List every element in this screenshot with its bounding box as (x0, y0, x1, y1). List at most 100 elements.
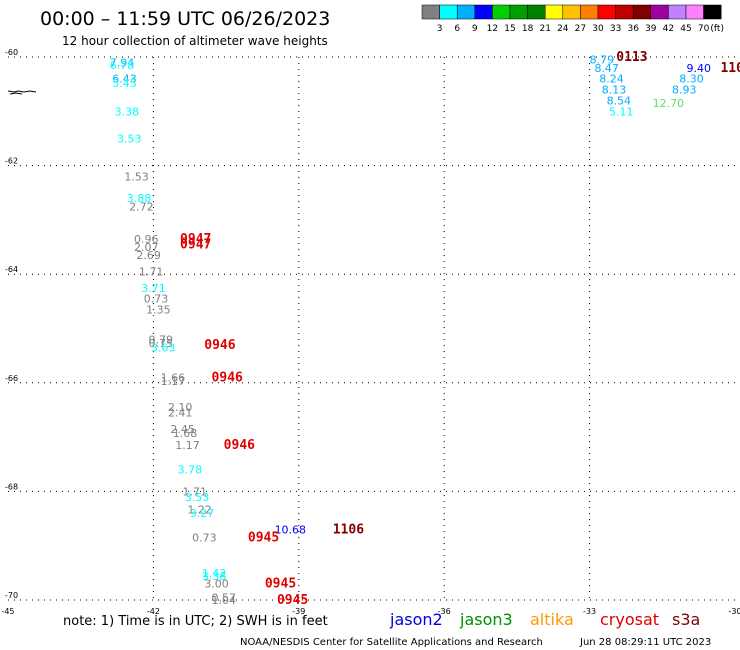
pass-time-label: 0947 (180, 232, 211, 247)
wave-height-label: 1.22 (187, 503, 212, 516)
color-scale-bar: 3 6 9 12 15 18 21 24 27 30 33 36 39 42 45 70 (ft) (421, 4, 724, 34)
chart-subtitle: 12 hour collection of altimeter wave hei… (62, 34, 328, 48)
wave-height-label: 0.57 (212, 591, 237, 604)
colorbar-swatch (650, 4, 669, 20)
wave-height-label: 8.30 (679, 73, 704, 86)
wave-height-label: 1.53 (124, 170, 149, 183)
wave-height-label: 0.73 (144, 293, 169, 306)
colorbar-swatch (544, 4, 564, 20)
pass-time-label: 0945 (248, 531, 279, 546)
wave-height-label: 0.79 (149, 333, 174, 346)
wave-height-label: 10.68 (275, 523, 307, 536)
colorbar-label: 18 (522, 24, 534, 34)
coastline-fragment (7, 90, 37, 95)
y-tick-label: -68 (5, 482, 18, 491)
wave-height-label: 1.71 (139, 265, 164, 278)
wave-height-label: 1.04 (212, 594, 237, 607)
wave-height-label: 1.71 (182, 485, 207, 498)
wave-height-label: 3.38 (202, 570, 227, 583)
wave-height-label: 1.68 (173, 427, 198, 440)
wave-height-label: 2.72 (129, 200, 154, 213)
wave-height-label: 8.13 (602, 84, 627, 97)
wave-height-label: 2.69 (136, 249, 161, 262)
y-tick-label: -64 (5, 265, 18, 274)
x-tick-label: -36 (438, 607, 451, 616)
timestamp-text: Jun 28 08:29:11 UTC 2023 (579, 637, 711, 648)
y-tick-label: -60 (5, 48, 18, 57)
colorbar-label: 6 (454, 24, 460, 34)
legend-entry: s3a (672, 610, 700, 629)
colorbar-label: 27 (575, 24, 586, 34)
legend-entry: cryosat (600, 610, 659, 629)
colorbar-label: 33 (610, 24, 621, 34)
wave-height-label: 1.35 (146, 303, 171, 316)
colorbar-label: 39 (645, 24, 657, 34)
colorbar-swatch (527, 4, 546, 20)
colorbar-label: 15 (504, 24, 515, 34)
colorbar-label: 36 (627, 24, 639, 34)
wave-height-label: 3.78 (178, 464, 203, 477)
wave-height-label: 2.45 (170, 423, 195, 436)
wave-height-label: 1.66 (161, 371, 186, 384)
x-tick-label: -45 (1, 607, 14, 616)
x-tick-label: -42 (147, 607, 160, 616)
wave-height-label: 3.38 (115, 105, 140, 118)
pass-time-labels: 0947094709460946094609450945094511060113… (180, 50, 740, 608)
pass-time-label: 0946 (224, 438, 255, 453)
colorbar-swatch (597, 4, 616, 20)
wave-height-label: 12.70 (653, 97, 685, 110)
colorbar-label: 3 (437, 24, 443, 34)
wave-height-label: 1.17 (161, 375, 186, 388)
wave-height-labels: 7.946.786.435.45 3.38 3.53 1.53 3.882.72 0.96… (110, 54, 711, 607)
pass-time-label: 0947 (180, 237, 211, 252)
colorbar-swatch (685, 4, 704, 20)
wave-height-label: 8.47 (594, 62, 619, 75)
wave-height-label: 5.11 (609, 105, 634, 118)
colorbar-label: 12 (487, 24, 498, 34)
pass-time-label: 0946 (212, 370, 243, 385)
wave-height-label: 0.73 (192, 532, 217, 545)
grid-lines (8, 56, 735, 601)
wave-height-label: 2.41 (168, 407, 193, 420)
colorbar-label: 9 (472, 24, 478, 34)
pass-time-label: 1106 (333, 522, 364, 537)
wave-height-label: 3.63 (151, 342, 176, 355)
x-tick-label: -30 (728, 607, 740, 616)
wave-height-label: 8.54 (607, 94, 632, 107)
pass-time-label: 0945 (277, 593, 308, 608)
colorbar-swatch (439, 4, 458, 20)
pass-time-label: 0113 (616, 50, 647, 65)
colorbar-swatch (421, 4, 440, 20)
legend-entry: jason3 (459, 610, 513, 629)
satellite-legend: jason2 jason3 altika cryosat s3a (389, 610, 700, 629)
wave-height-label: 0.75 (149, 337, 174, 350)
colorbar-swatch (492, 4, 511, 20)
colorbar-label: 42 (663, 24, 674, 34)
legend-entry: jason2 (389, 610, 443, 629)
wave-height-label: 5.45 (112, 77, 137, 90)
pass-time-label: 110 (720, 61, 740, 76)
y-tick-label: -66 (5, 374, 18, 383)
colorbar-swatch (562, 4, 581, 20)
wave-height-label: 6.78 (110, 59, 135, 72)
x-tick-label: -39 (292, 607, 305, 616)
wave-height-label: 3.71 (141, 282, 166, 295)
y-tick-label: -70 (5, 591, 18, 600)
wave-height-label: 1.17 (175, 439, 200, 452)
wave-height-label: 8.79 (590, 54, 615, 67)
colorbar-unit: (ft) (710, 24, 724, 34)
wave-height-label: 2.07 (134, 241, 159, 254)
footer-note: note: 1) Time is in UTC; 2) SWH is in fe… (63, 614, 328, 629)
wave-height-label: 8.93 (672, 84, 697, 97)
pass-time-label: 0946 (204, 338, 235, 353)
colorbar-label: 24 (557, 24, 569, 34)
colorbar-swatch (703, 4, 722, 20)
colorbar-swatch (474, 4, 493, 20)
y-tick-label: -62 (5, 157, 18, 166)
wave-height-label: 9.40 (687, 62, 712, 75)
wave-height-label: 6.43 (112, 73, 137, 86)
credit-text: NOAA/NESDIS Center for Satellite Applica… (240, 637, 543, 648)
colorbar-swatch (668, 4, 687, 20)
